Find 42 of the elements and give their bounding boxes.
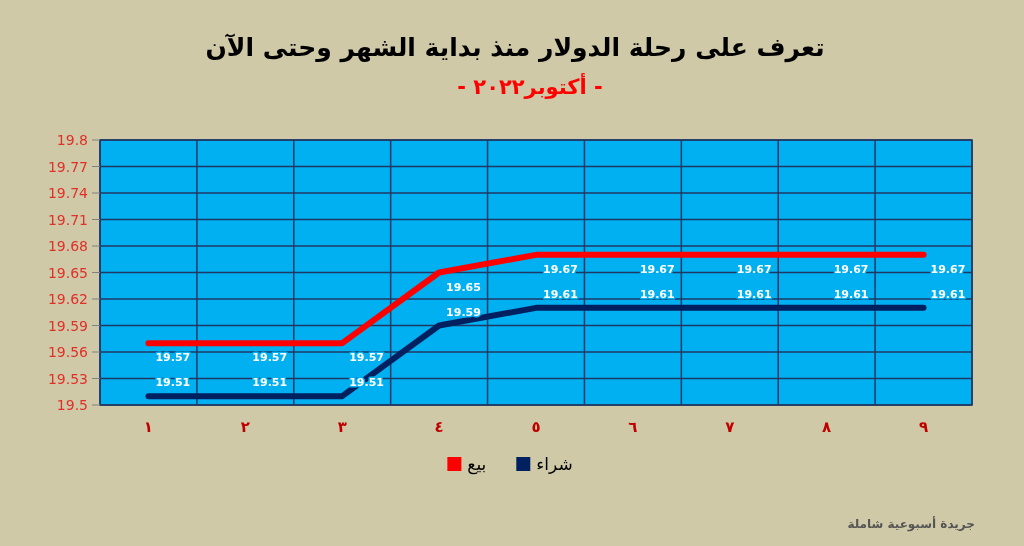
data-label: 19.51 bbox=[252, 376, 288, 390]
y-tick-label: 19.71 bbox=[47, 211, 88, 228]
data-label: 19.65 bbox=[446, 280, 481, 294]
y-tick-label: 19.68 bbox=[47, 238, 88, 254]
data-label: 19.61 bbox=[833, 287, 869, 301]
data-label: 19.57 bbox=[252, 351, 288, 365]
data-label: 19.67 bbox=[930, 262, 966, 276]
y-tick-label: 19.65 bbox=[47, 264, 88, 281]
data-label: 19.67 bbox=[543, 262, 578, 276]
x-tick-label: ٢ bbox=[240, 418, 250, 436]
x-tick-label: ٥ bbox=[531, 418, 541, 436]
x-tick-label: ٣ bbox=[337, 418, 347, 436]
y-tick-label: 19.53 bbox=[47, 370, 88, 387]
data-label: 19.57 bbox=[349, 351, 384, 365]
y-tick-label: 19.8 bbox=[56, 132, 88, 148]
x-tick-label: ١ bbox=[143, 418, 153, 436]
x-tick-label: ٩ bbox=[919, 418, 929, 436]
data-label: 19.67 bbox=[639, 262, 675, 276]
y-tick-label: 19.5 bbox=[56, 397, 88, 413]
data-label: 19.67 bbox=[736, 262, 772, 276]
data-label: 19.61 bbox=[930, 287, 966, 301]
x-tick-label: ٨ bbox=[822, 418, 832, 436]
y-tick-label: 19.59 bbox=[47, 317, 88, 334]
data-label: 19.61 bbox=[639, 287, 675, 301]
x-tick-label: ٤ bbox=[434, 418, 444, 436]
y-tick-label: 19.56 bbox=[47, 344, 88, 360]
y-tick-label: 19.77 bbox=[47, 158, 88, 175]
annotation: جريدة أسبوعية شاملة bbox=[847, 517, 975, 531]
data-label: 19.61 bbox=[736, 287, 772, 301]
x-tick-label: ٦ bbox=[628, 418, 638, 436]
y-tick-label: 19.74 bbox=[47, 185, 88, 201]
data-label: 19.59 bbox=[446, 305, 481, 319]
title: تعرف على رحلة الدولار منذ بداية الشهر وحتى الآن bbox=[205, 33, 825, 62]
subtitle: - أكتوبر٢٠٢٢ - bbox=[457, 75, 603, 99]
data-label: 19.51 bbox=[155, 376, 191, 390]
data-label: 19.61 bbox=[543, 287, 578, 301]
data-label: 19.67 bbox=[833, 262, 869, 276]
data-label: 19.57 bbox=[155, 351, 191, 365]
legend-label: بيع bbox=[467, 454, 487, 474]
y-tick-label: 19.62 bbox=[47, 291, 88, 307]
x-tick-label: ٧ bbox=[725, 418, 735, 436]
legend-label: شراء bbox=[536, 454, 573, 474]
